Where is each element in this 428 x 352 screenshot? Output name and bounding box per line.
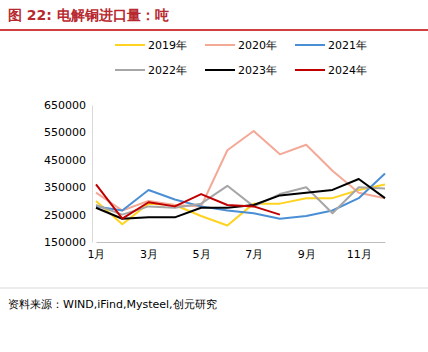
source-rule — [0, 288, 428, 289]
source: 资料来源：WIND,iFind,Mysteel,创元研究 — [8, 298, 217, 311]
x-tick: 3月 — [140, 242, 158, 261]
legend-label: 2021年 — [328, 39, 367, 52]
y-axis-line — [92, 106, 93, 243]
y-tick-label: 450000 — [44, 154, 86, 167]
y-tick-label: 550000 — [44, 126, 86, 139]
legend-item: 2019年 — [115, 39, 187, 52]
legend-swatch — [295, 44, 325, 46]
x-tick-label: 9月 — [298, 248, 316, 261]
series-line — [96, 174, 385, 219]
legend-item: 2022年 — [115, 64, 187, 77]
series-line — [96, 184, 280, 218]
x-tick: 1月 — [88, 242, 106, 261]
legend-swatch — [115, 44, 145, 46]
y-tick-label: 650000 — [44, 99, 86, 112]
x-tick: 9月 — [298, 242, 316, 261]
y-tick-label: 350000 — [44, 181, 86, 194]
series-line — [96, 186, 385, 215]
chart: 图 22: 电解铜进口量：吨 150000 250000 350000 450000 55… — [0, 0, 428, 352]
y-tick: 550000 — [44, 126, 92, 139]
legend-label: 2019年 — [148, 39, 187, 52]
y-tick: 350000 — [44, 181, 92, 194]
legend-label: 2020年 — [238, 39, 277, 52]
x-tick-label: 5月 — [193, 248, 211, 261]
x-axis: 1月 3月 5月 7月 9月 11月 — [88, 242, 386, 261]
y-tick: 650000 — [44, 99, 92, 112]
series-line — [96, 131, 385, 210]
legend: 2019年 2020年 2021年 2022年 2023年 2024年 — [115, 39, 367, 77]
legend-label: 2023年 — [238, 64, 277, 77]
legend-swatch — [205, 69, 235, 71]
legend-item: 2024年 — [295, 64, 367, 77]
y-tick: 150000 — [44, 236, 92, 249]
x-axis-line — [97, 242, 386, 243]
x-tick: 7月 — [245, 242, 263, 261]
x-tick-label: 7月 — [245, 248, 263, 261]
title: 图 22: 电解铜进口量：吨 — [8, 7, 169, 23]
x-tick: 5月 — [193, 242, 211, 261]
lines — [96, 131, 385, 226]
y-tick-label: 150000 — [44, 236, 86, 249]
legend-swatch — [295, 69, 325, 71]
x-tick-label: 3月 — [140, 248, 158, 261]
legend-label: 2022年 — [148, 64, 187, 77]
legend-item: 2023年 — [205, 64, 277, 77]
legend-swatch — [115, 69, 145, 71]
legend-label: 2024年 — [328, 64, 367, 77]
x-tick-label: 11月 — [347, 248, 372, 261]
legend-item: 2021年 — [295, 39, 367, 52]
title-rule — [0, 29, 428, 31]
series-line — [96, 179, 385, 219]
legend-swatch — [205, 44, 235, 46]
y-axis: 150000 250000 350000 450000 550000 650000 — [44, 99, 93, 249]
legend-item: 2020年 — [205, 39, 277, 52]
x-tick: 11月 — [347, 242, 372, 261]
y-tick: 450000 — [44, 154, 92, 167]
y-tick-label: 250000 — [44, 209, 86, 222]
y-tick: 250000 — [44, 209, 92, 222]
x-tick-label: 1月 — [88, 248, 106, 261]
